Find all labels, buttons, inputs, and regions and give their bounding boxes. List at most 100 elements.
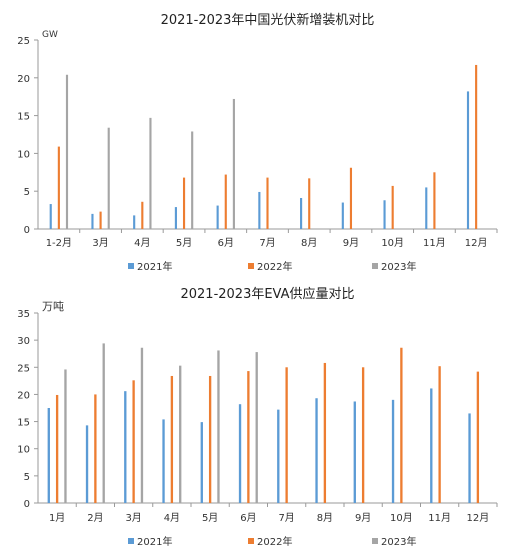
chart1-y-tick-label: 0 [24,225,30,236]
chart2-legend-swatch [128,538,134,544]
chart1-bar-2022年-8月 [308,178,311,229]
chart2-bar-2021年-10月 [391,399,395,503]
chart1-y-tick-label: 20 [17,74,30,85]
chart2-bar-2022年-9月 [361,367,365,503]
chart1-x-tick-label: 9月 [343,237,359,249]
chart2-x-tick-label: 8月 [317,512,333,524]
chart1-bar-2021年-9月 [341,202,344,229]
chart2-x-tick-label: 3月 [125,512,141,524]
chart1-bar-2022年-10月 [391,185,394,229]
chart2-legend-label: 2021年 [137,535,172,548]
chart1-bar-2022年-4月 [141,201,144,229]
chart2-y-tick-label: 15 [17,418,30,429]
chart2-bar-2021年-6月 [238,404,242,503]
chart2-x-tick-label: 2月 [87,512,103,524]
chart2-bar-2022年-3月 [132,380,135,503]
chart2-y-tick-label: 20 [17,390,30,401]
chart1-bar-2023年-3月 [107,127,110,229]
chart1-bar-2023年-4月 [149,117,152,229]
chart1-bar-2021年-7月 [258,191,261,229]
chart2-bar-2022年-1月 [55,394,59,503]
chart1-bar-2023年-5月 [191,131,194,229]
chart2-bar-2022年-8月 [323,362,327,503]
chart1-y-tick-label: 10 [17,149,30,160]
chart2-legend-label: 2022年 [257,535,292,548]
chart1-title: 2021-2023年中国光伏新增装机对比 [161,12,375,28]
chart1-y-tick-label: 5 [24,187,30,198]
chart2-bar-2022年-2月 [94,394,97,503]
chart1-x-tick-label: 11月 [423,237,446,249]
chart2-x-tick-label: 1月 [49,512,65,524]
chart2-x-tick-label: 6月 [240,512,256,524]
chart1-bar-2022年-6月 [224,174,227,229]
chart2-y-tick-label: 30 [17,336,30,347]
chart1-bar-2021年-1-2月 [49,204,52,229]
chart2-x-tick-label: 9月 [355,512,371,524]
chart2-x-tick-label: 5月 [202,512,218,524]
chart2-bar-2022年-6月 [247,371,250,503]
chart2-bar-2021年-7月 [277,409,280,503]
chart2-bar-2023年-6月 [255,352,258,503]
chart2-bar-2022年-12月 [476,371,480,503]
chart2-bar-2021年-5月 [200,422,203,503]
chart2-y-tick-label: 5 [24,472,30,483]
chart1-bar-2021年-5月 [174,207,177,229]
chart1-bar-2023年-6月 [232,98,235,229]
chart1-bar-2022年-11月 [433,172,436,229]
chart1-x-tick-label: 8月 [301,237,317,249]
chart2-x-tick-label: 4月 [164,512,180,524]
chart1-bar-2022年-7月 [266,177,269,229]
chart2-y-tick-label: 25 [17,363,30,374]
chart1-legend-label: 2022年 [257,260,292,273]
chart1-x-tick-label: 6月 [218,237,234,249]
chart1-bar-2023年-1-2月 [65,74,69,229]
chart1-legend-swatch [372,263,378,269]
chart1-bar-2021年-3月 [91,213,94,229]
chart2-bar-2022年-4月 [170,375,174,503]
chart2-title: 2021-2023年EVA供应量对比 [180,286,354,302]
chart1-bar-2022年-3月 [99,211,102,229]
chart2-legend-swatch [248,538,254,544]
chart2-bar-2023年-4月 [179,365,182,503]
chart2-bar-2021年-8月 [315,398,318,503]
chart2-x-tick-label: 11月 [428,512,451,524]
chart2-legend-swatch [372,538,378,544]
chart2-bar-2021年-9月 [353,401,356,503]
chart1-y-tick-label: 25 [17,36,30,47]
chart1-bar-2021年-12月 [466,91,470,230]
chart2-bar-2021年-1月 [47,408,50,503]
chart2-bar-2023年-5月 [217,350,220,503]
chart2-y-tick-label: 0 [24,499,30,510]
chart1-legend-swatch [248,263,254,269]
chart2-bar-2023年-2月 [102,343,105,503]
chart2-unit-label: 万吨 [42,300,64,313]
chart1-unit-label: GW [42,30,58,40]
chart2-bar-2021年-4月 [162,419,165,503]
chart1-legend-swatch [128,263,134,269]
chart1-x-tick-label: 10月 [381,237,404,249]
chart2-x-tick-label: 12月 [467,512,490,524]
chart1-bar-2021年-8月 [300,198,303,229]
chart2-x-tick-label: 10月 [390,512,413,524]
chart1-y-tick-label: 15 [17,112,30,123]
chart2-bar-2023年-1月 [64,369,67,503]
chart1-bar-2022年-12月 [475,64,478,229]
chart2-bar-2022年-10月 [400,347,403,503]
chart1-x-tick-label: 12月 [465,237,488,249]
chart1-x-tick-label: 1-2月 [46,237,72,249]
chart1-bar-2022年-1-2月 [57,146,60,229]
chart2-bar-2022年-7月 [285,367,288,503]
chart1-bar-2021年-4月 [133,215,136,229]
chart1-x-tick-label: 4月 [134,237,150,249]
chart2-y-tick-label: 10 [17,445,30,456]
chart1-bar-2022年-9月 [349,167,353,229]
chart2-y-tick-label: 35 [17,309,30,320]
chart2-bar-2022年-5月 [208,375,212,503]
chart1-bar-2021年-6月 [216,205,219,229]
chart1-bar-2021年-11月 [425,187,428,229]
chart2-bar-2021年-2月 [85,425,89,503]
chart2-legend-label: 2023年 [381,535,416,548]
chart2-bar-2021年-11月 [430,388,433,503]
chart1-x-tick-label: 7月 [259,237,275,249]
